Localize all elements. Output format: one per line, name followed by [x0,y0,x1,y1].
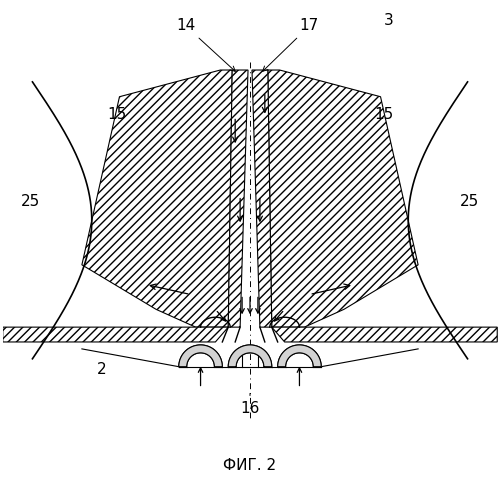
Polygon shape [252,70,272,327]
Polygon shape [82,70,232,327]
Text: 2: 2 [97,362,107,376]
Polygon shape [179,345,222,366]
Text: 25: 25 [460,194,479,208]
Polygon shape [228,345,272,366]
Text: ФИГ. 2: ФИГ. 2 [223,458,277,472]
Text: 15: 15 [107,108,126,122]
Text: 14: 14 [176,18,235,72]
Polygon shape [3,327,228,342]
Text: 16: 16 [240,394,260,416]
Polygon shape [278,345,321,366]
Polygon shape [268,70,418,327]
Text: 15: 15 [374,108,393,122]
Polygon shape [228,70,248,327]
Polygon shape [272,327,497,342]
Text: 3: 3 [384,12,393,28]
Text: 17: 17 [263,18,319,72]
Text: 25: 25 [21,194,40,208]
